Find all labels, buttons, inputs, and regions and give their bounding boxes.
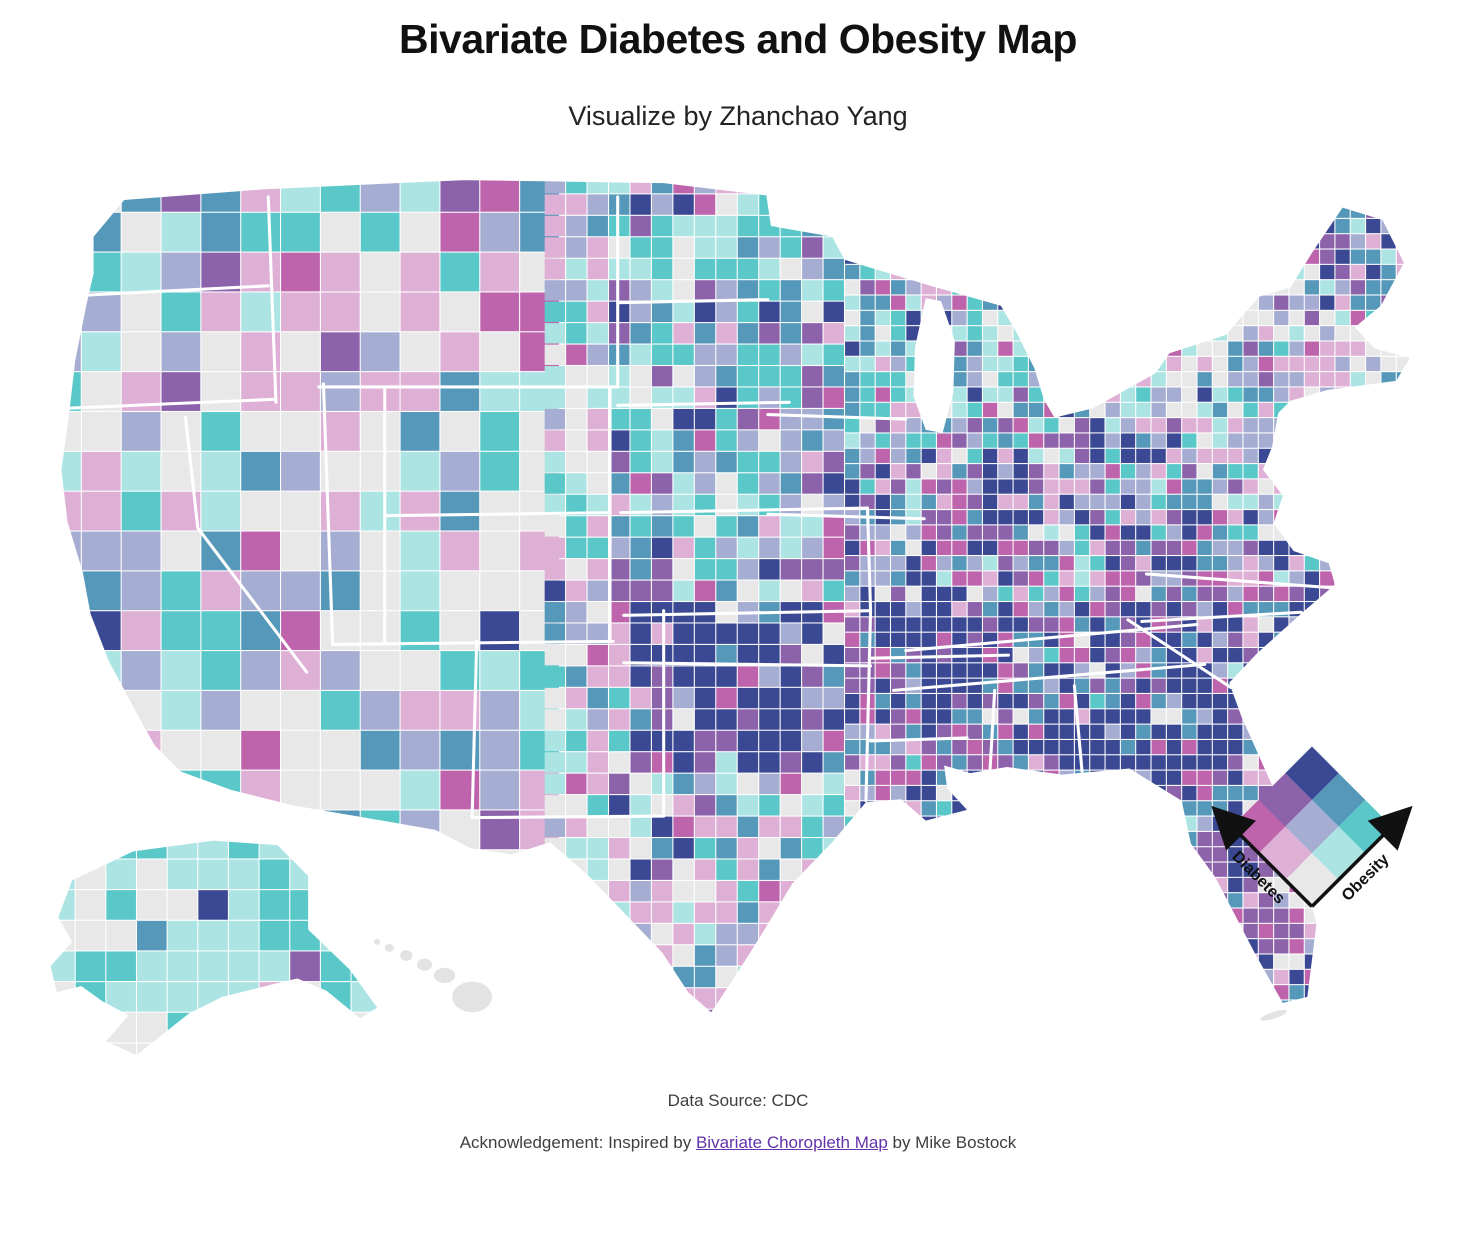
obesity-axis-arrow-icon	[1310, 805, 1413, 908]
ack-suffix: by Mike Bostock	[887, 1133, 1017, 1152]
footer-acknowledgement: Acknowledgement: Inspired by Bivariate C…	[0, 1133, 1476, 1153]
hawaii-islands[interactable]	[374, 938, 1288, 1023]
page-title: Bivariate Diabetes and Obesity Map	[399, 16, 1077, 62]
lake-michigan	[913, 298, 955, 433]
state-borders	[61, 195, 1334, 820]
footer-data-source: Data Source: CDC	[667, 1091, 809, 1110]
map-area: Obesity Diabetes	[0, 172, 1476, 1077]
page: Bivariate Diabetes and Obesity Map Visua…	[0, 16, 1476, 1153]
us-map[interactable]: Obesity Diabetes	[43, 172, 1433, 1077]
alaska-counties[interactable]	[45, 829, 412, 1077]
bivariate-choropleth-link[interactable]: Bivariate Choropleth Map	[695, 1133, 888, 1152]
page-subtitle: Visualize by Zhanchao Yang	[568, 101, 908, 131]
ack-prefix: Acknowledgement: Inspired by	[459, 1133, 696, 1152]
diabetes-axis-arrow-icon	[1211, 805, 1314, 908]
